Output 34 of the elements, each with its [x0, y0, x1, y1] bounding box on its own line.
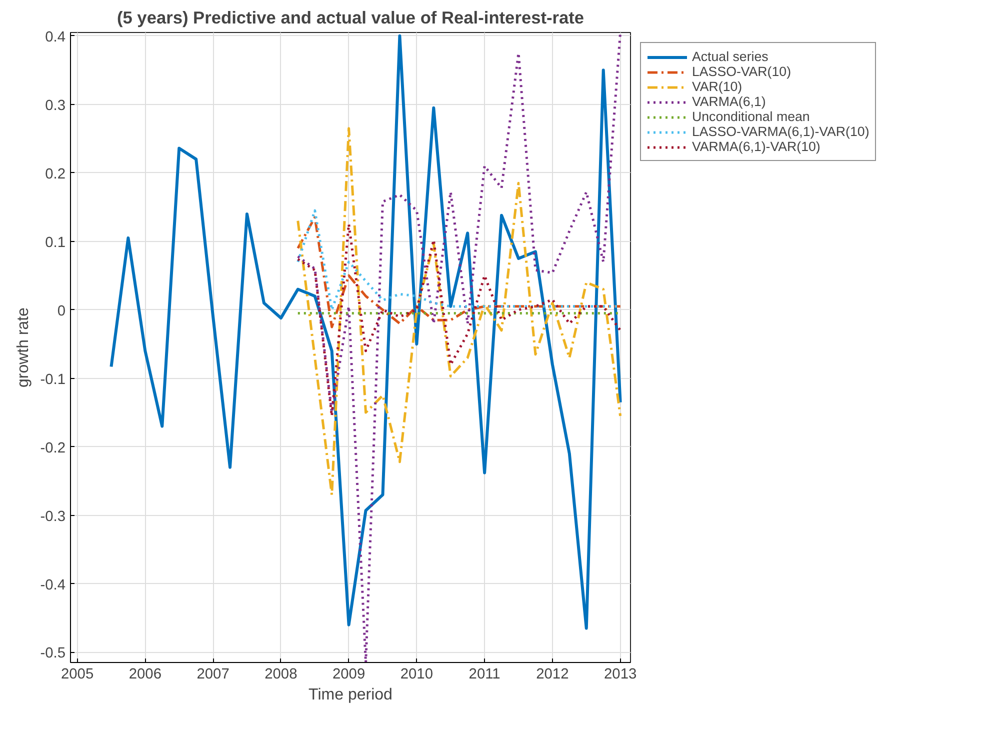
y-tick-label: 0 — [57, 303, 66, 320]
line-series — [296, 32, 622, 662]
x-axis-title: Time period — [308, 686, 392, 704]
line-series — [296, 222, 622, 418]
y-axis-title: growth rate — [15, 307, 32, 388]
line-series — [110, 34, 622, 630]
y-tick-label: -0.3 — [40, 508, 66, 525]
x-tick-label: 2007 — [196, 666, 230, 682]
x-tick-label: 2009 — [332, 666, 366, 682]
x-tick-label: 2011 — [468, 666, 500, 682]
line-series — [296, 216, 622, 328]
legend-label: LASSO-VARMA(6,1)-VAR(10) — [692, 124, 870, 139]
y-tick-label: 0.2 — [45, 166, 66, 182]
y-tick-label: -0.1 — [40, 372, 66, 388]
legend-label: Actual series — [692, 49, 768, 64]
y-tick-label: 0.4 — [45, 29, 66, 46]
legend-label: VARMA(6,1)-VAR(10) — [692, 139, 820, 154]
x-tick-label: 2010 — [400, 666, 433, 682]
legend-label: Unconditional mean — [692, 109, 810, 124]
x-tick-label: 2008 — [264, 666, 298, 682]
y-tick-label: 0.1 — [45, 234, 66, 251]
y-tick-label: -0.4 — [40, 577, 66, 594]
y-tick-label: -0.2 — [40, 440, 66, 456]
y-tick-label: -0.5 — [40, 646, 66, 662]
x-tick-label: 2005 — [60, 666, 94, 682]
chart-title: (5 years) Predictive and actual value of Real-interest-rate — [116, 8, 584, 28]
legend-label: LASSO-VAR(10) — [692, 64, 792, 79]
x-tick-label: 2012 — [536, 666, 569, 682]
y-tick-label: 0.3 — [45, 98, 66, 114]
x-tick-label: 2013 — [604, 666, 637, 682]
legend-label: VAR(10) — [692, 79, 742, 94]
legend-label: VARMA(6,1) — [692, 94, 766, 109]
line-series — [296, 127, 622, 496]
x-tick-label: 2006 — [128, 666, 162, 682]
